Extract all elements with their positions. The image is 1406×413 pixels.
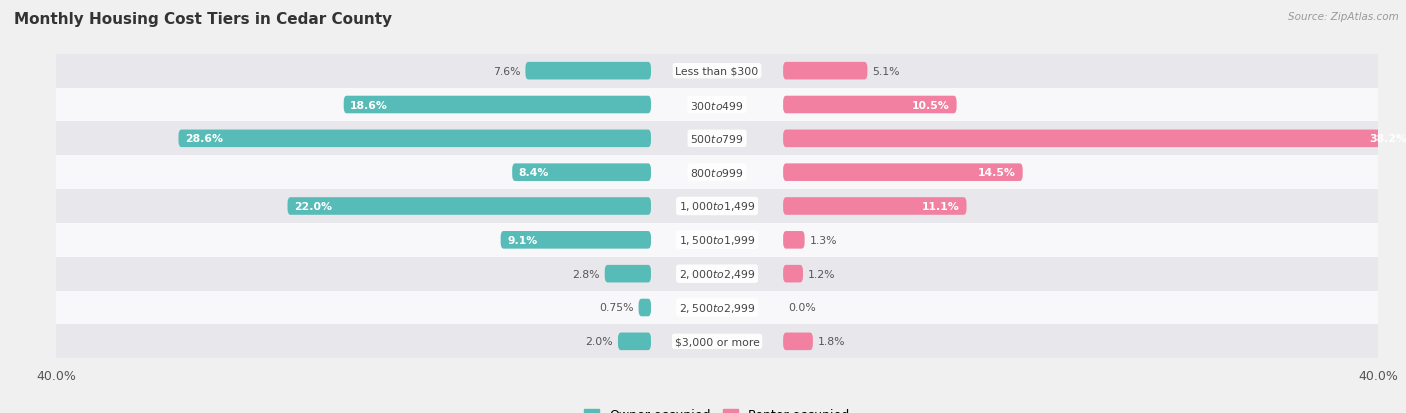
FancyBboxPatch shape — [783, 97, 956, 114]
FancyBboxPatch shape — [526, 63, 651, 80]
FancyBboxPatch shape — [501, 231, 651, 249]
FancyBboxPatch shape — [783, 130, 1406, 148]
Text: 22.0%: 22.0% — [294, 202, 332, 211]
FancyBboxPatch shape — [783, 231, 804, 249]
Text: 0.0%: 0.0% — [789, 303, 815, 313]
Text: 8.4%: 8.4% — [519, 168, 550, 178]
Text: Less than $300: Less than $300 — [675, 66, 759, 76]
Bar — [56, 190, 1378, 223]
Text: $800 to $999: $800 to $999 — [690, 167, 744, 179]
Text: 2.0%: 2.0% — [585, 337, 613, 347]
FancyBboxPatch shape — [783, 164, 1022, 182]
Text: 2.8%: 2.8% — [572, 269, 600, 279]
Text: 14.5%: 14.5% — [979, 168, 1017, 178]
Text: 1.8%: 1.8% — [818, 337, 845, 347]
Text: $1,000 to $1,499: $1,000 to $1,499 — [679, 200, 755, 213]
Text: 1.2%: 1.2% — [808, 269, 835, 279]
FancyBboxPatch shape — [179, 130, 651, 148]
Text: $3,000 or more: $3,000 or more — [675, 337, 759, 347]
Bar — [56, 291, 1378, 325]
FancyBboxPatch shape — [617, 333, 651, 350]
Text: 18.6%: 18.6% — [350, 100, 388, 110]
Bar — [56, 223, 1378, 257]
FancyBboxPatch shape — [638, 299, 651, 316]
FancyBboxPatch shape — [783, 333, 813, 350]
Bar — [56, 325, 1378, 358]
Text: $2,500 to $2,999: $2,500 to $2,999 — [679, 301, 755, 314]
Bar — [56, 257, 1378, 291]
FancyBboxPatch shape — [783, 63, 868, 80]
Legend: Owner-occupied, Renter-occupied: Owner-occupied, Renter-occupied — [579, 404, 855, 413]
Bar — [56, 55, 1378, 88]
Text: 1.3%: 1.3% — [810, 235, 837, 245]
FancyBboxPatch shape — [287, 198, 651, 215]
Text: 11.1%: 11.1% — [922, 202, 960, 211]
Bar — [56, 122, 1378, 156]
Text: $300 to $499: $300 to $499 — [690, 99, 744, 111]
Text: Source: ZipAtlas.com: Source: ZipAtlas.com — [1288, 12, 1399, 22]
Text: 0.75%: 0.75% — [599, 303, 634, 313]
Text: 10.5%: 10.5% — [912, 100, 950, 110]
Text: $1,500 to $1,999: $1,500 to $1,999 — [679, 234, 755, 247]
FancyBboxPatch shape — [343, 97, 651, 114]
Text: Monthly Housing Cost Tiers in Cedar County: Monthly Housing Cost Tiers in Cedar Coun… — [14, 12, 392, 27]
Text: $2,000 to $2,499: $2,000 to $2,499 — [679, 268, 755, 280]
Text: 28.6%: 28.6% — [186, 134, 224, 144]
Text: 38.2%: 38.2% — [1369, 134, 1406, 144]
Text: 7.6%: 7.6% — [494, 66, 520, 76]
FancyBboxPatch shape — [783, 198, 966, 215]
Text: $500 to $799: $500 to $799 — [690, 133, 744, 145]
Bar — [56, 88, 1378, 122]
Text: 5.1%: 5.1% — [872, 66, 900, 76]
Bar — [56, 156, 1378, 190]
FancyBboxPatch shape — [512, 164, 651, 182]
FancyBboxPatch shape — [783, 265, 803, 283]
Text: 9.1%: 9.1% — [508, 235, 537, 245]
FancyBboxPatch shape — [605, 265, 651, 283]
